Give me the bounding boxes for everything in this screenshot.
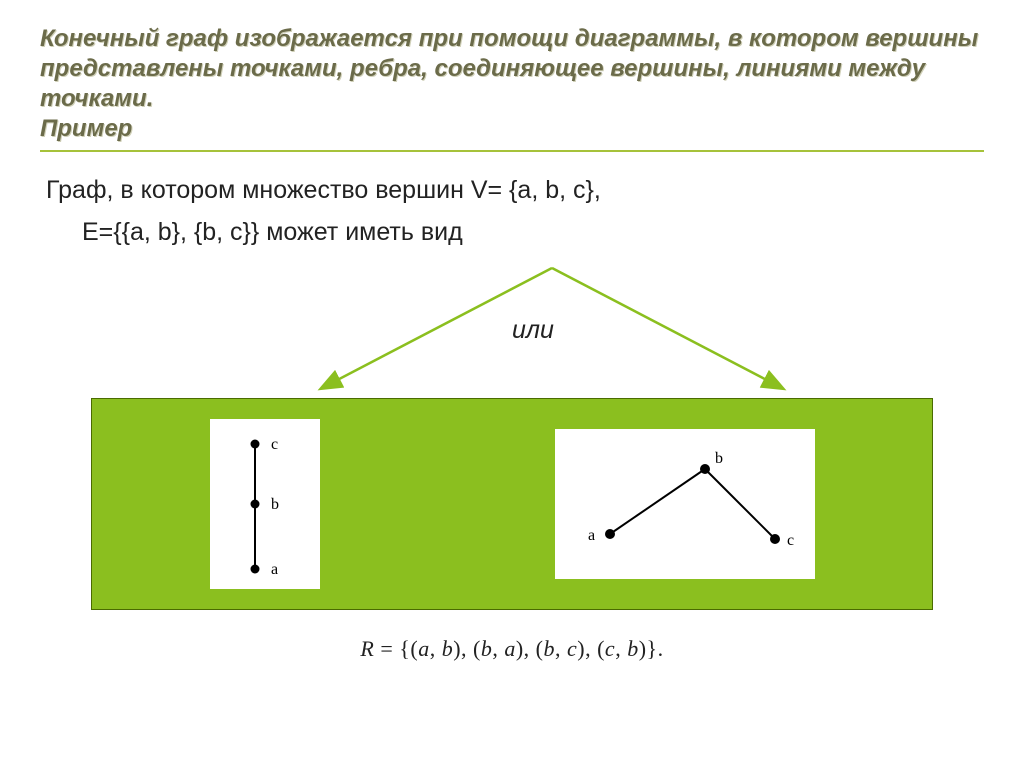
body-line-2: E={{a, b}, {b, c}} может иметь вид	[46, 216, 984, 250]
graph-edge	[610, 469, 705, 534]
graph-node	[700, 464, 710, 474]
body-line-1-text: Граф, в котором множество вершин V= {a, …	[46, 176, 601, 204]
graph-node-label: a	[588, 527, 595, 544]
relation-formula: R = {(a, b), (b, a), (b, c), (c, b)}.	[40, 636, 984, 662]
graph-node	[770, 534, 780, 544]
graph-node	[250, 439, 259, 448]
or-label: или	[512, 316, 554, 344]
examples-panel: c b a a b c	[91, 398, 933, 610]
graph-node-label: b	[715, 450, 723, 467]
graph-edge	[705, 469, 775, 539]
graph-node	[605, 529, 615, 539]
arrow-right	[552, 268, 782, 388]
graph-node	[250, 499, 259, 508]
graph-node-label: b	[271, 496, 279, 513]
graph-node-label: c	[787, 532, 794, 549]
body-line-1: Граф, в котором множество вершин V= {a, …	[46, 174, 984, 208]
graph-vertical: c b a	[210, 419, 320, 589]
arrows-diagram: или	[42, 258, 982, 398]
graph-node	[250, 564, 259, 573]
slide-title: Конечный граф изображается при помощи ди…	[40, 24, 984, 144]
title-underline	[40, 150, 984, 152]
graph-node-label: c	[271, 436, 278, 453]
graph-node-label: a	[271, 561, 278, 578]
body-line-2-text: E={{a, b}, {b, c}} может иметь вид	[82, 218, 463, 246]
graph-angled: a b c	[555, 429, 815, 579]
